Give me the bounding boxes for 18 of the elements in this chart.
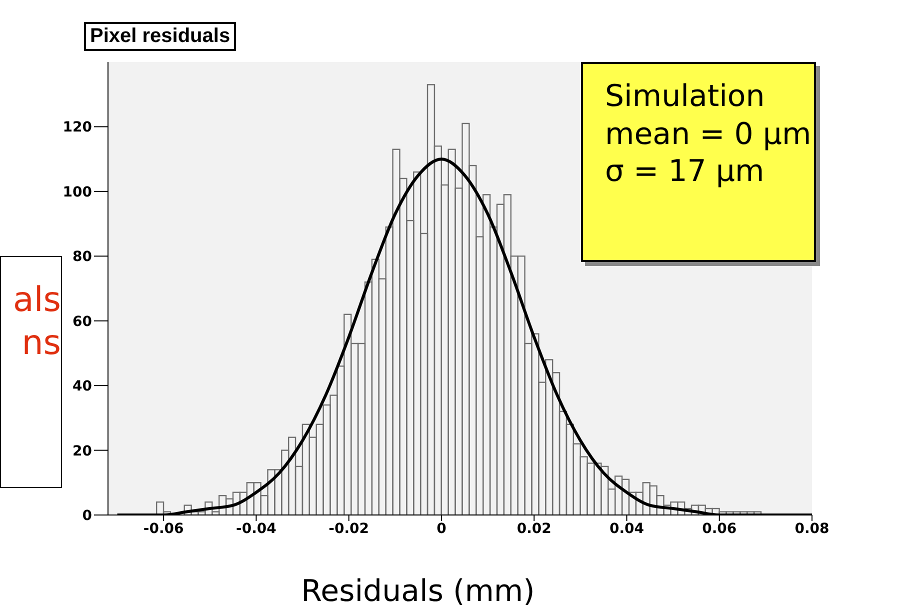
y-tick-label: 40 <box>72 378 92 395</box>
y-tick-label: 20 <box>72 443 92 460</box>
x-tick-label: -0.06 <box>143 520 184 537</box>
y-tick-label: 100 <box>62 184 92 200</box>
text-box: als ns <box>0 256 62 488</box>
y-tick-label: 60 <box>72 314 92 330</box>
x-tick-label: -0.04 <box>236 520 277 537</box>
x-axis-title: Residuals (mm) <box>300 574 536 609</box>
y-tick-label: 80 <box>72 249 92 266</box>
x-tick-label: 0.04 <box>609 520 644 537</box>
x-tick-label: 0.06 <box>702 520 737 537</box>
x-tick-label: 0 <box>436 520 447 537</box>
x-tick-label: 0.08 <box>794 520 830 537</box>
x-tick-label: 0.02 <box>516 520 552 537</box>
x-tick-label: -0.02 <box>328 520 370 537</box>
y-tick-label: 0 <box>82 508 92 524</box>
y-tick-label: 120 <box>62 120 92 136</box>
chart-title: Pixel residuals <box>84 22 236 51</box>
